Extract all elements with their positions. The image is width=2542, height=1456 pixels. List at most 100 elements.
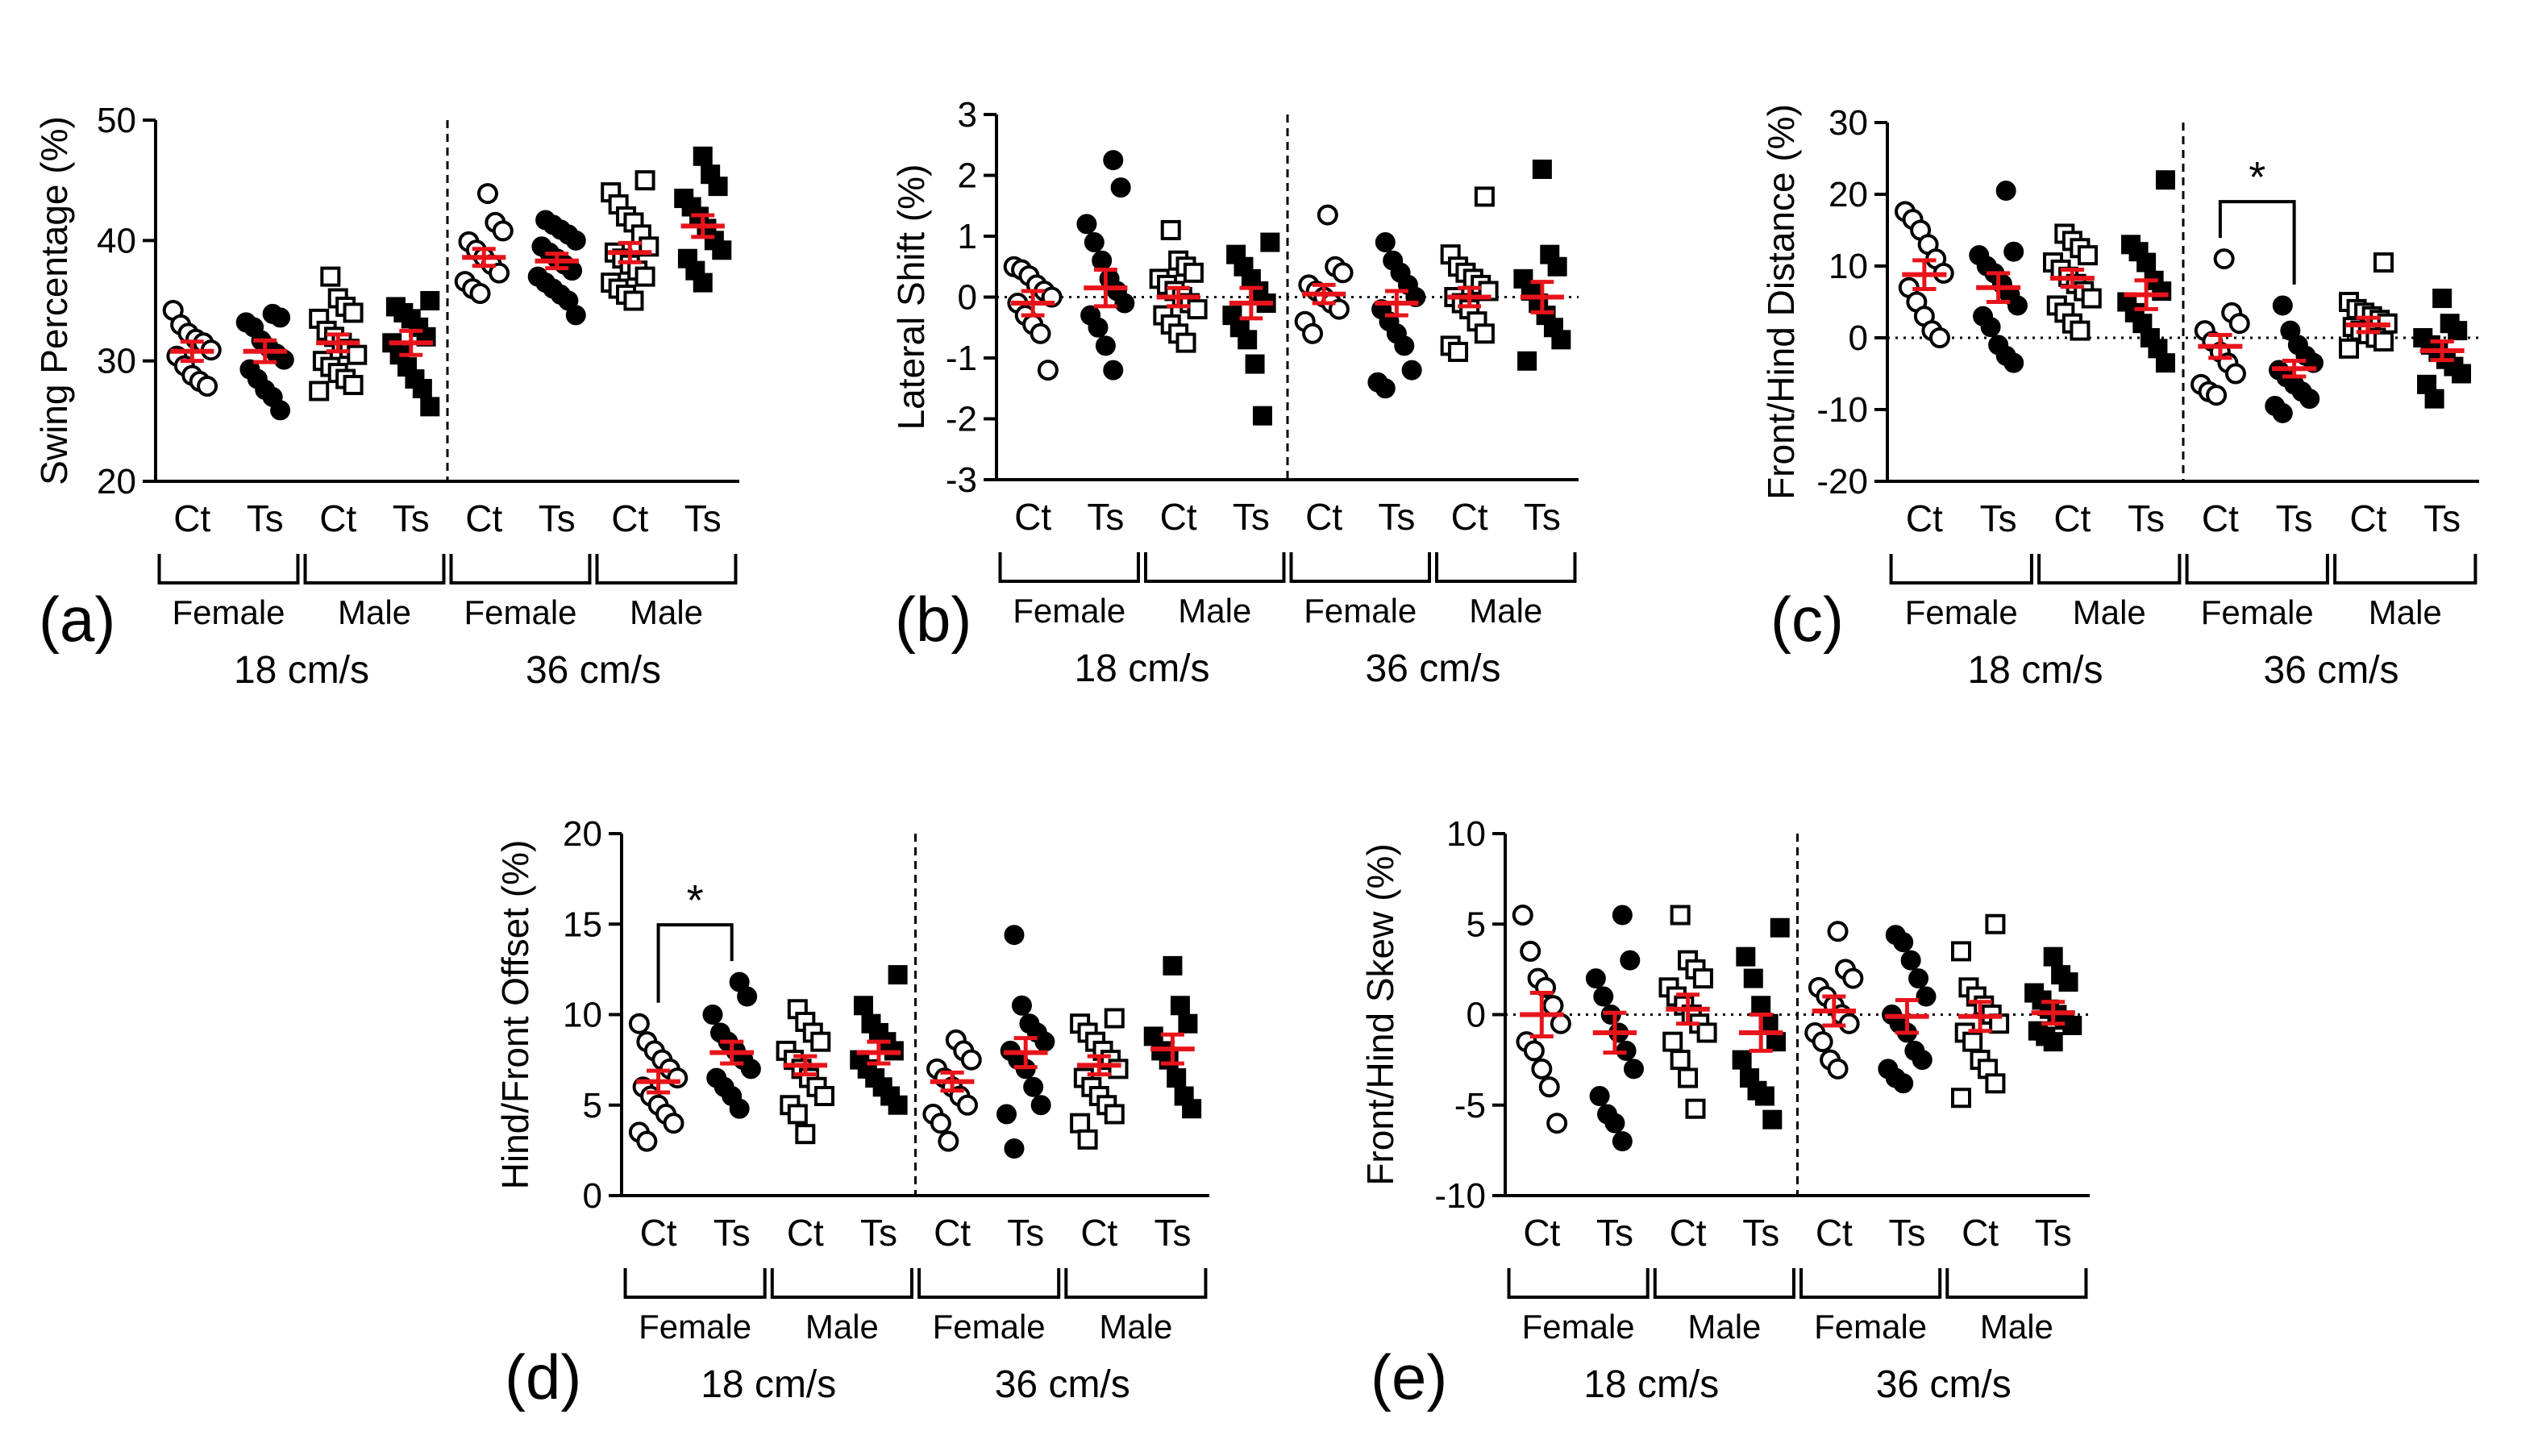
data-point bbox=[663, 1113, 684, 1134]
speed-label: 36 cm/s bbox=[1365, 647, 1500, 690]
y-tick-label: 0 bbox=[583, 1176, 602, 1216]
data-point bbox=[737, 986, 758, 1007]
data-point bbox=[623, 290, 644, 311]
data-point bbox=[1517, 351, 1537, 371]
sex-label: Female bbox=[1814, 1308, 1927, 1346]
data-point bbox=[1995, 181, 2016, 202]
data-point bbox=[1523, 1040, 1545, 1062]
data-point bbox=[270, 307, 291, 328]
y-tick-label: 0 bbox=[958, 278, 977, 318]
data-point bbox=[1245, 354, 1265, 374]
y-tick-label: 5 bbox=[583, 1086, 602, 1125]
series-group bbox=[1951, 913, 2010, 1109]
data-point bbox=[1980, 317, 2001, 338]
data-point bbox=[634, 266, 655, 287]
group-label: Ct bbox=[2053, 497, 2091, 539]
sex-bracket bbox=[2185, 554, 2329, 584]
data-point bbox=[2432, 289, 2453, 309]
sex-bracket bbox=[157, 554, 300, 584]
y-tick-label: 10 bbox=[1828, 247, 1868, 286]
data-point bbox=[1620, 950, 1641, 971]
data-point bbox=[1187, 299, 1208, 320]
data-point bbox=[810, 1031, 831, 1052]
data-point bbox=[702, 1005, 723, 1025]
data-point bbox=[1252, 406, 1272, 426]
data-point bbox=[712, 240, 732, 260]
sex-label: Female bbox=[1304, 592, 1417, 630]
data-point bbox=[1077, 1129, 1098, 1150]
speed-label: 18 cm/s bbox=[701, 1363, 836, 1406]
group-label: Ts bbox=[684, 497, 722, 539]
data-point bbox=[1088, 317, 1109, 338]
group-label: Ct bbox=[1014, 496, 1051, 538]
data-point bbox=[2424, 389, 2444, 409]
series-group bbox=[922, 1029, 982, 1152]
data-point bbox=[1104, 1104, 1125, 1125]
data-point bbox=[938, 1130, 959, 1152]
data-point bbox=[1520, 940, 1541, 962]
group-label: Ct bbox=[1816, 1212, 1853, 1254]
series-group bbox=[850, 965, 908, 1115]
data-point bbox=[1034, 1031, 1055, 1052]
series-group bbox=[1878, 925, 1937, 1094]
data-point bbox=[2058, 972, 2078, 992]
data-point bbox=[853, 996, 873, 1016]
data-point bbox=[1766, 1032, 1787, 1052]
series-group bbox=[1294, 204, 1354, 344]
data-point bbox=[2070, 320, 2091, 341]
data-point bbox=[693, 272, 713, 293]
data-point bbox=[1159, 1050, 1179, 1070]
sex-label: Male bbox=[1469, 592, 1542, 630]
data-point bbox=[2299, 389, 2320, 410]
series-group bbox=[527, 210, 586, 326]
group-label: Ct bbox=[319, 497, 356, 539]
sex-bracket bbox=[1945, 1268, 2088, 1299]
series-group bbox=[2339, 252, 2398, 359]
data-point bbox=[888, 965, 908, 985]
group-label: Ct bbox=[173, 497, 210, 539]
data-point bbox=[628, 1013, 650, 1034]
panel-d: 0 5 10 15 20 Hind/Front Offset (%) Ct Ts Ct Ts Ct T… bbox=[494, 814, 1209, 1412]
data-point bbox=[2228, 313, 2250, 335]
data-point bbox=[1182, 1099, 1202, 1119]
data-point bbox=[1532, 159, 1552, 179]
series-group bbox=[1143, 955, 1202, 1119]
data-point bbox=[1542, 995, 1564, 1017]
data-point bbox=[2007, 295, 2028, 316]
data-point bbox=[1754, 1086, 1774, 1106]
group-label: Ct bbox=[1523, 1212, 1560, 1254]
y-tick-label: 20 bbox=[1828, 175, 1868, 214]
data-point bbox=[1692, 968, 1713, 989]
series-group bbox=[628, 1013, 689, 1152]
data-point bbox=[1624, 1059, 1644, 1080]
sex-label: Male bbox=[338, 593, 411, 631]
data-point bbox=[1474, 186, 1495, 207]
sex-label: Female bbox=[1522, 1308, 1635, 1346]
sex-label: Male bbox=[805, 1308, 879, 1346]
data-point bbox=[740, 1059, 761, 1080]
y-tick-label: 0 bbox=[1467, 996, 1486, 1035]
sex-label: Male bbox=[2369, 593, 2442, 631]
data-point bbox=[636, 1130, 658, 1152]
panel-b: -3 -2 -1 0 1 2 3 Lateral Shift (%) Ct Ts Ct Ts Ct Ts C… bbox=[890, 95, 1579, 690]
data-point bbox=[1547, 256, 1567, 277]
sex-bracket bbox=[1144, 552, 1286, 583]
sex-label: Male bbox=[1178, 592, 1251, 630]
y-tick-label: 0 bbox=[1849, 318, 1868, 358]
speed-label: 36 cm/s bbox=[1876, 1363, 2012, 1406]
group-label: Ts bbox=[247, 497, 284, 539]
sex-bracket bbox=[2333, 554, 2478, 584]
data-point bbox=[795, 1124, 816, 1145]
series-group bbox=[1804, 921, 1864, 1080]
data-point bbox=[1743, 968, 1763, 988]
data-point bbox=[1183, 262, 1204, 283]
data-point bbox=[1037, 360, 1059, 381]
data-point bbox=[996, 1104, 1017, 1125]
sex-label: Male bbox=[1980, 1308, 2053, 1346]
sex-bracket bbox=[1799, 1268, 1942, 1299]
data-point bbox=[2272, 402, 2293, 423]
series-group bbox=[162, 299, 222, 397]
data-point bbox=[1375, 378, 1396, 399]
y-tick-label: 2 bbox=[958, 156, 977, 196]
y-tick-label: -5 bbox=[1454, 1086, 1486, 1125]
